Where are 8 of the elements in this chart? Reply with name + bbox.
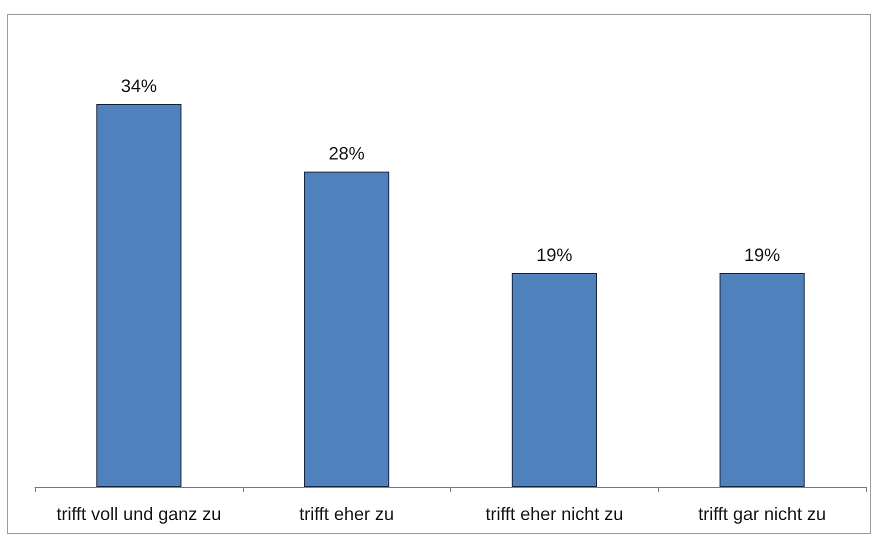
x-tick-label: trifft eher nicht zu [486,504,624,524]
x-tick-label: trifft gar nicht zu [698,504,826,524]
data-label: 19% [536,244,572,265]
x-tick-label: trifft voll und ganz zu [56,504,222,524]
data-label: 19% [744,244,780,265]
x-tick-label: trifft eher zu [299,504,394,524]
data-label: 34% [120,76,157,96]
data-label: 28% [328,144,365,164]
